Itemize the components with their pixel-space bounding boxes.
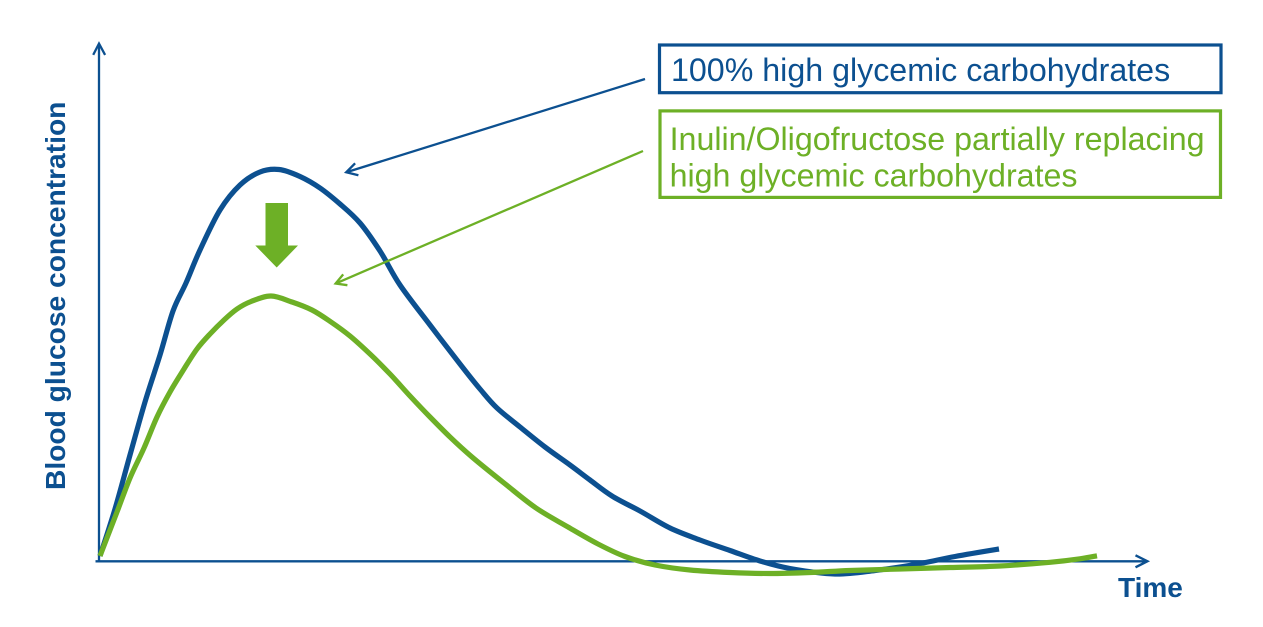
svg-text:Time: Time (1118, 572, 1183, 603)
svg-text:high glycemic carbohydrates: high glycemic carbohydrates (670, 157, 1078, 193)
svg-text:Blood glucose concentration: Blood glucose concentration (39, 102, 71, 490)
svg-text:Inulin/Oligofructose partially: Inulin/Oligofructose partially replacing (670, 121, 1205, 157)
svg-text:100% high glycemic carbohydrat: 100% high glycemic carbohydrates (671, 52, 1170, 88)
